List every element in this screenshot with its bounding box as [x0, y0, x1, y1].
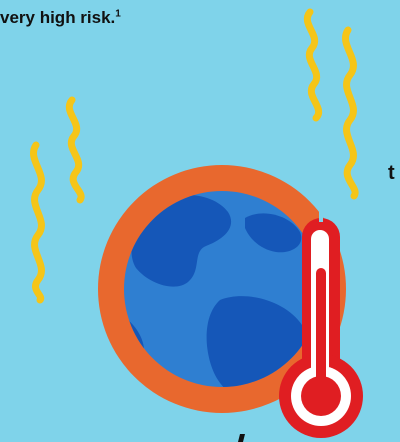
heat-wave-icon	[30, 141, 45, 304]
headline-text: very high risk.	[0, 8, 116, 27]
cropped-text-fragment: t	[388, 162, 395, 184]
heat-wave-icon	[66, 96, 85, 204]
footnote-marker: 1	[115, 8, 121, 20]
heat-wave-icon	[342, 26, 359, 200]
headline: very high risk.1	[0, 8, 121, 28]
thermometer-icon	[279, 212, 363, 438]
heat-wave-icon	[304, 8, 322, 122]
cropped-mark	[238, 434, 245, 442]
